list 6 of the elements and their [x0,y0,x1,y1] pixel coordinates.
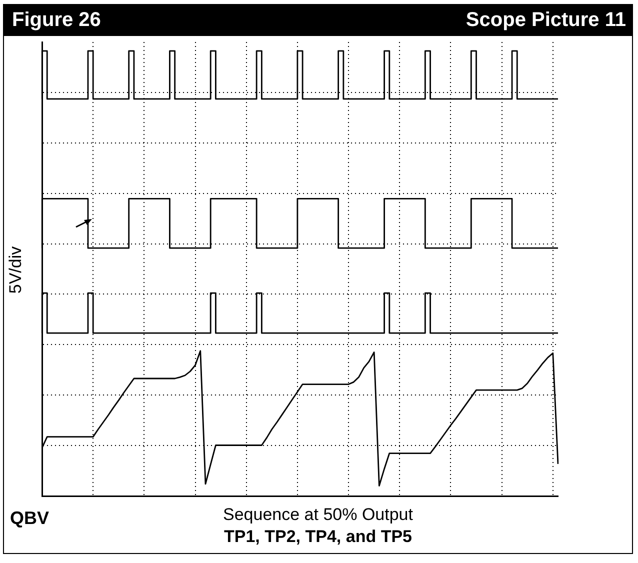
y-axis-title: 5V/div [6,246,26,294]
chart-title: Figure 26 [12,9,101,32]
chart-subtitle: Scope Picture 11 [466,9,626,32]
text: TP1, TP2, TP4, and TP5 [223,527,413,547]
text: QBV [10,508,50,529]
text: Sequence at 50% Output [223,505,413,524]
